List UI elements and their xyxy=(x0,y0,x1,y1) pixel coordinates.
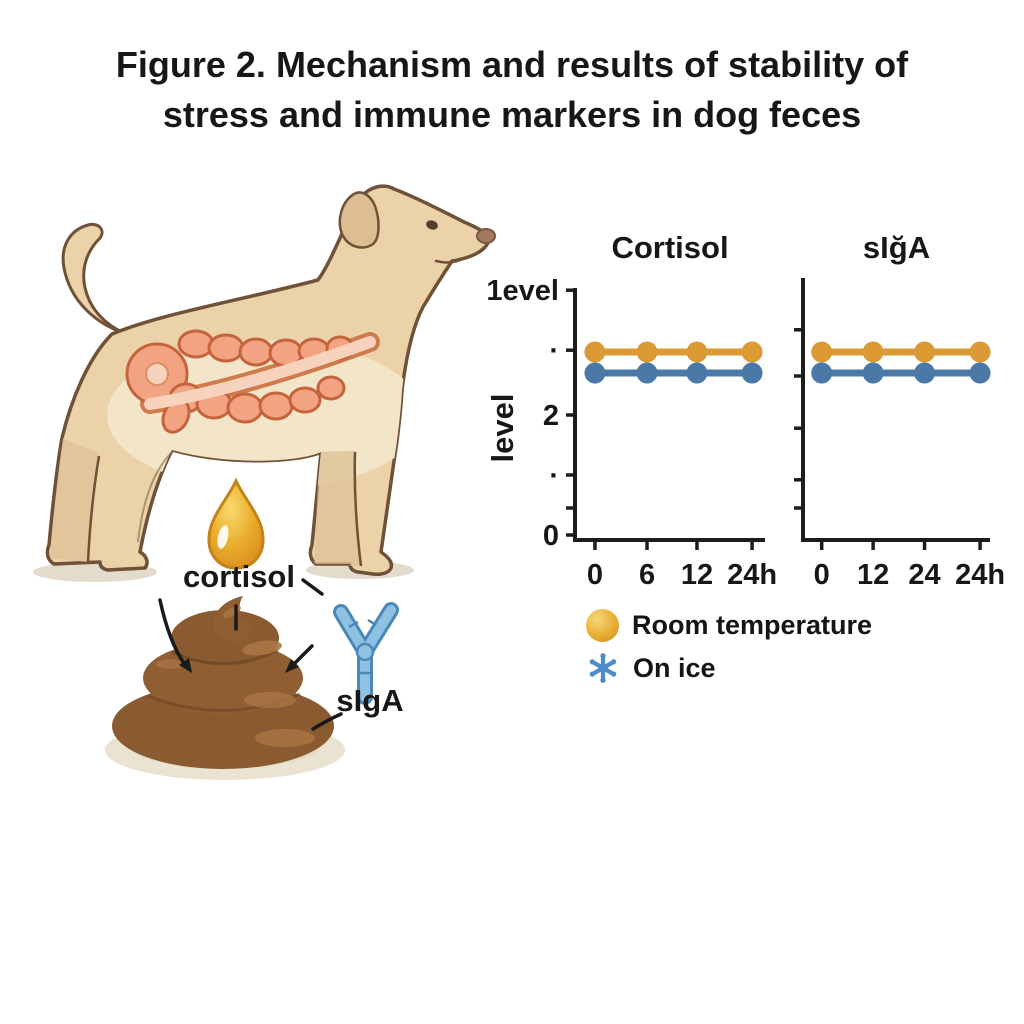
x-tick-label: 24h xyxy=(727,559,777,591)
dog-nose xyxy=(476,228,496,244)
chart-legend: Room temperature On ice xyxy=(586,609,872,685)
x-tick-label: 0 xyxy=(814,559,830,591)
x-tick-label: 12 xyxy=(681,559,713,591)
data-point xyxy=(741,341,763,363)
legend-label-on-ice: On ice xyxy=(633,652,716,683)
dog-belly-group xyxy=(50,329,423,566)
y-tick-label: 2 xyxy=(543,400,559,432)
gold-sphere-icon xyxy=(586,609,619,642)
intestines-icon xyxy=(125,329,380,434)
data-point xyxy=(741,362,763,384)
data-point xyxy=(969,362,991,384)
x-tick-label: 24h xyxy=(955,559,1005,591)
x-tick-label: 12 xyxy=(857,559,889,591)
x-tick-label: 0 xyxy=(587,559,603,591)
data-point xyxy=(636,341,658,363)
data-point xyxy=(914,341,936,363)
line-siga-to-feces xyxy=(311,712,343,731)
legend-item-on-ice: On ice xyxy=(586,651,872,685)
cortisol-droplet-icon xyxy=(207,477,265,570)
data-point xyxy=(584,362,606,384)
arrow-left-head xyxy=(179,658,192,673)
droplet-highlight xyxy=(217,525,229,549)
data-point xyxy=(969,341,991,363)
data-point xyxy=(584,341,606,363)
y-axis-label: level xyxy=(485,394,520,463)
hind-far-leg-shade xyxy=(50,438,99,562)
cortisol-label: cortisol xyxy=(183,559,295,594)
chart-Cortisol: Cortisol level 0 · 2 · 1evel 0 6 12 24h xyxy=(485,230,777,591)
hind-leg-separation-line xyxy=(86,455,101,563)
data-point xyxy=(811,341,833,363)
x-tick-label: 6 xyxy=(639,559,655,591)
arrow-antibody-head xyxy=(285,659,299,673)
dog-eye xyxy=(426,220,438,230)
x-tick-label: 24 xyxy=(908,559,940,591)
dog-illustration xyxy=(45,184,496,576)
siga-label: sIgA xyxy=(336,683,404,718)
data-point xyxy=(862,341,884,363)
feces-icon xyxy=(112,596,334,769)
snowflake-icon xyxy=(589,653,617,683)
y-tick-label: · xyxy=(549,335,559,367)
y-tick-label: · xyxy=(549,460,559,492)
chart-sIğA: sIğA 0 12 24 24h xyxy=(794,230,1005,591)
data-point xyxy=(686,362,708,384)
data-point xyxy=(686,341,708,363)
y-tick-label: 1evel xyxy=(486,275,559,307)
data-point xyxy=(862,362,884,384)
chart-title: sIğA xyxy=(863,230,930,265)
data-point xyxy=(636,362,658,384)
dog-ear xyxy=(338,191,380,249)
antibody-icon xyxy=(333,602,399,705)
legend-item-room-temperature: Room temperature xyxy=(586,609,872,642)
annotation-arrows xyxy=(158,578,343,731)
data-point xyxy=(914,362,936,384)
y-tick-label: 0 xyxy=(543,520,559,552)
front-leg-separation-line xyxy=(353,451,363,567)
figure-title-line2: stress and immune markers in dog feces xyxy=(162,94,862,135)
front-far-leg-shade xyxy=(314,451,361,566)
chart-title: Cortisol xyxy=(611,230,728,265)
arrow-left-to-feces xyxy=(158,598,188,668)
line-cortisol-to-antibody xyxy=(301,578,324,596)
figure-title: Figure 2. Mechanism and results of stabi… xyxy=(0,40,1024,140)
dog-tail xyxy=(61,222,131,337)
axes xyxy=(801,278,990,542)
legend-label-room-temperature: Room temperature xyxy=(632,610,873,640)
dog-mouth xyxy=(434,256,466,264)
thigh-contour-line xyxy=(137,451,173,543)
axes xyxy=(573,288,765,542)
antibody-segments xyxy=(348,618,377,675)
data-point xyxy=(811,362,833,384)
figure-title-line1: Figure 2. Mechanism and results of stabi… xyxy=(115,44,909,85)
charts-layer: Cortisol level 0 · 2 · 1evel 0 6 12 24h sIğA 0 12 24 24… xyxy=(485,230,1005,591)
